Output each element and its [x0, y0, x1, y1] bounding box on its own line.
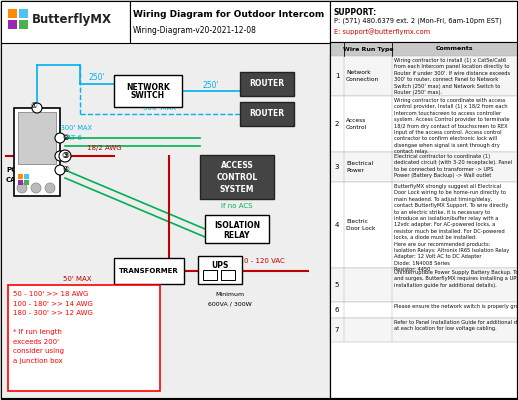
Bar — [1, 1, 130, 43]
Text: 18/2 AWG: 18/2 AWG — [87, 145, 121, 151]
Text: 50 - 100' >> 18 AWG
100 - 180' >> 14 AWG
180 - 300' >> 12 AWG

* If run length
e: 50 - 100' >> 18 AWG 100 - 180' >> 14 AWG… — [13, 291, 93, 364]
Text: ③: ③ — [62, 152, 68, 160]
Text: Wire Run Type: Wire Run Type — [343, 46, 393, 52]
Text: ACCESS: ACCESS — [221, 160, 253, 170]
Bar — [18, 112, 56, 164]
Circle shape — [55, 133, 65, 143]
Text: Please ensure the network switch is properly grounded.: Please ensure the network switch is prop… — [394, 304, 518, 309]
Text: ②: ② — [62, 134, 69, 142]
Bar — [18, 180, 23, 185]
Text: SUPPORT:: SUPPORT: — [334, 8, 377, 17]
Circle shape — [17, 183, 27, 193]
Bar — [8, 20, 17, 29]
Text: 2: 2 — [335, 121, 339, 127]
Text: UPS: UPS — [211, 260, 228, 270]
Bar — [24, 174, 29, 179]
Bar — [114, 75, 182, 107]
Bar — [8, 285, 160, 391]
Text: If exceeding 300' MAX: If exceeding 300' MAX — [18, 125, 92, 131]
Bar — [19, 20, 28, 29]
Text: NETWORK: NETWORK — [126, 82, 170, 92]
Bar — [19, 9, 28, 18]
Text: P: (571) 480.6379 ext. 2 (Mon-Fri, 6am-10pm EST): P: (571) 480.6379 ext. 2 (Mon-Fri, 6am-1… — [334, 18, 502, 24]
Bar — [114, 258, 184, 284]
Text: Wiring-Diagram-v20-2021-12-08: Wiring-Diagram-v20-2021-12-08 — [133, 26, 257, 35]
Bar — [198, 256, 242, 284]
Bar — [330, 56, 517, 96]
Bar — [200, 155, 274, 199]
Bar — [330, 1, 517, 43]
Bar — [240, 102, 294, 126]
Circle shape — [32, 103, 42, 113]
Circle shape — [55, 165, 65, 175]
Text: 600VA / 300W: 600VA / 300W — [208, 302, 252, 306]
Text: CABLE: CABLE — [6, 177, 31, 183]
Text: ①: ① — [30, 102, 37, 110]
Text: Network
Connection: Network Connection — [346, 70, 379, 82]
Text: Comments: Comments — [435, 46, 473, 52]
Bar — [24, 180, 29, 185]
Text: Wiring Diagram for Outdoor Intercom: Wiring Diagram for Outdoor Intercom — [133, 10, 324, 19]
Text: 1: 1 — [335, 73, 339, 79]
Bar — [330, 42, 517, 398]
Text: Access
Control: Access Control — [346, 118, 367, 130]
Text: 5: 5 — [335, 282, 339, 288]
Text: SWITCH: SWITCH — [131, 92, 165, 100]
Text: 300' MAX: 300' MAX — [143, 105, 177, 111]
Circle shape — [45, 183, 55, 193]
Bar — [18, 174, 23, 179]
Text: ROUTER: ROUTER — [250, 80, 284, 88]
Text: 6: 6 — [335, 307, 339, 313]
Bar — [205, 215, 269, 243]
Text: Electric
Door Lock: Electric Door Lock — [346, 219, 376, 230]
Text: Minimum: Minimum — [215, 292, 244, 296]
Text: SYSTEM: SYSTEM — [220, 184, 254, 194]
Text: Wiring contractor to install (1) x Cat5e/Cat6
from each Intercom panel location : Wiring contractor to install (1) x Cat5e… — [394, 58, 510, 95]
Bar — [330, 268, 517, 302]
Bar — [330, 318, 517, 342]
Text: If no ACS: If no ACS — [221, 203, 253, 209]
Circle shape — [55, 151, 65, 161]
Text: Electrical
Power: Electrical Power — [346, 161, 373, 173]
Text: ROUTER: ROUTER — [250, 110, 284, 118]
Bar — [330, 96, 517, 152]
Text: E: support@butterflymx.com: E: support@butterflymx.com — [334, 28, 430, 35]
Bar — [130, 1, 330, 43]
Text: Electrical contractor to coordinate (1)
dedicated circuit (with 3-20 receptacle): Electrical contractor to coordinate (1) … — [394, 154, 512, 178]
Text: 50' MAX: 50' MAX — [63, 276, 91, 282]
Text: ③: ③ — [62, 152, 69, 160]
Bar — [330, 42, 517, 56]
Bar — [203, 270, 217, 280]
Text: ISOLATION: ISOLATION — [214, 220, 260, 230]
Text: 110 - 120 VAC: 110 - 120 VAC — [235, 258, 285, 264]
Circle shape — [31, 183, 41, 193]
Circle shape — [59, 150, 71, 162]
Text: POWER: POWER — [6, 167, 35, 173]
Text: 3: 3 — [335, 164, 339, 170]
Text: 250': 250' — [89, 74, 105, 82]
Text: ButterflyMX: ButterflyMX — [32, 14, 112, 26]
Bar — [240, 72, 294, 96]
Bar — [8, 9, 17, 18]
Text: Wiring contractor to coordinate with access
control provider, Install (1) x 18/2: Wiring contractor to coordinate with acc… — [394, 98, 510, 154]
Bar — [330, 302, 517, 318]
Text: 250': 250' — [203, 80, 219, 90]
Text: CAT 6: CAT 6 — [62, 135, 82, 141]
Text: ButterflyMX strongly suggest all Electrical
Door Lock wiring to be home-run dire: ButterflyMX strongly suggest all Electri… — [394, 184, 509, 272]
Text: CONTROL: CONTROL — [217, 172, 257, 182]
Text: ④: ④ — [62, 166, 69, 174]
Text: Uninterruptible Power Supply Battery Backup. To prevent voltage drops
and surges: Uninterruptible Power Supply Battery Bac… — [394, 270, 518, 288]
Bar — [1, 42, 330, 398]
Text: 7: 7 — [335, 327, 339, 333]
Text: Refer to Panel Installation Guide for additional details. Leave 6' service loop
: Refer to Panel Installation Guide for ad… — [394, 320, 518, 331]
Text: 4: 4 — [335, 222, 339, 228]
Text: TRANSFORMER: TRANSFORMER — [119, 268, 179, 274]
Bar — [221, 270, 235, 280]
Bar — [330, 182, 517, 268]
Bar — [330, 42, 517, 398]
Text: RELAY: RELAY — [224, 230, 250, 240]
Bar — [330, 152, 517, 182]
Bar — [14, 108, 60, 196]
